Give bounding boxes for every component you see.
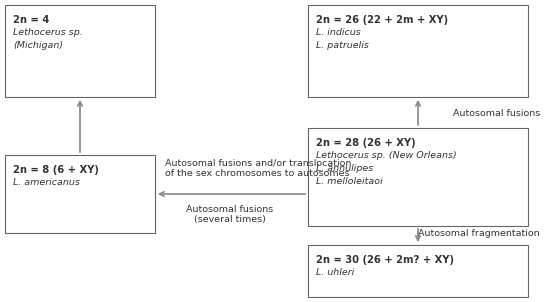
Text: L. uhleri: L. uhleri xyxy=(316,268,354,277)
Text: 2n = 8 (6 + XY): 2n = 8 (6 + XY) xyxy=(13,165,99,175)
Bar xyxy=(5,5,155,97)
Text: L. indicus: L. indicus xyxy=(316,28,361,37)
Bar xyxy=(308,5,528,97)
Text: 2n = 30 (26 + 2m? + XY): 2n = 30 (26 + 2m? + XY) xyxy=(316,255,454,265)
Text: Autosomal fragmentation: Autosomal fragmentation xyxy=(418,229,540,237)
Text: Autosomal fusions and/or translocation
of the sex chromosomes to autosomes: Autosomal fusions and/or translocation o… xyxy=(165,158,352,178)
Text: L. annulipes: L. annulipes xyxy=(316,164,373,173)
Text: Lethocerus sp.: Lethocerus sp. xyxy=(13,28,83,37)
Text: 2n = 28 (26 + XY): 2n = 28 (26 + XY) xyxy=(316,138,416,148)
Bar xyxy=(308,245,528,297)
Text: L. melloleitaoi: L. melloleitaoi xyxy=(316,177,383,186)
Text: Autosomal fusions: Autosomal fusions xyxy=(453,108,540,117)
Text: L. americanus: L. americanus xyxy=(13,178,80,187)
Text: 2n = 4: 2n = 4 xyxy=(13,15,49,25)
Text: (Michigan): (Michigan) xyxy=(13,41,63,50)
Text: Lethocerus sp. (New Orleans): Lethocerus sp. (New Orleans) xyxy=(316,151,457,160)
Bar xyxy=(5,155,155,233)
Bar xyxy=(308,128,528,226)
Text: Autosomal fusions
(several times): Autosomal fusions (several times) xyxy=(187,205,274,224)
Text: 2n = 26 (22 + 2m + XY): 2n = 26 (22 + 2m + XY) xyxy=(316,15,448,25)
Text: L. patruelis: L. patruelis xyxy=(316,41,369,50)
